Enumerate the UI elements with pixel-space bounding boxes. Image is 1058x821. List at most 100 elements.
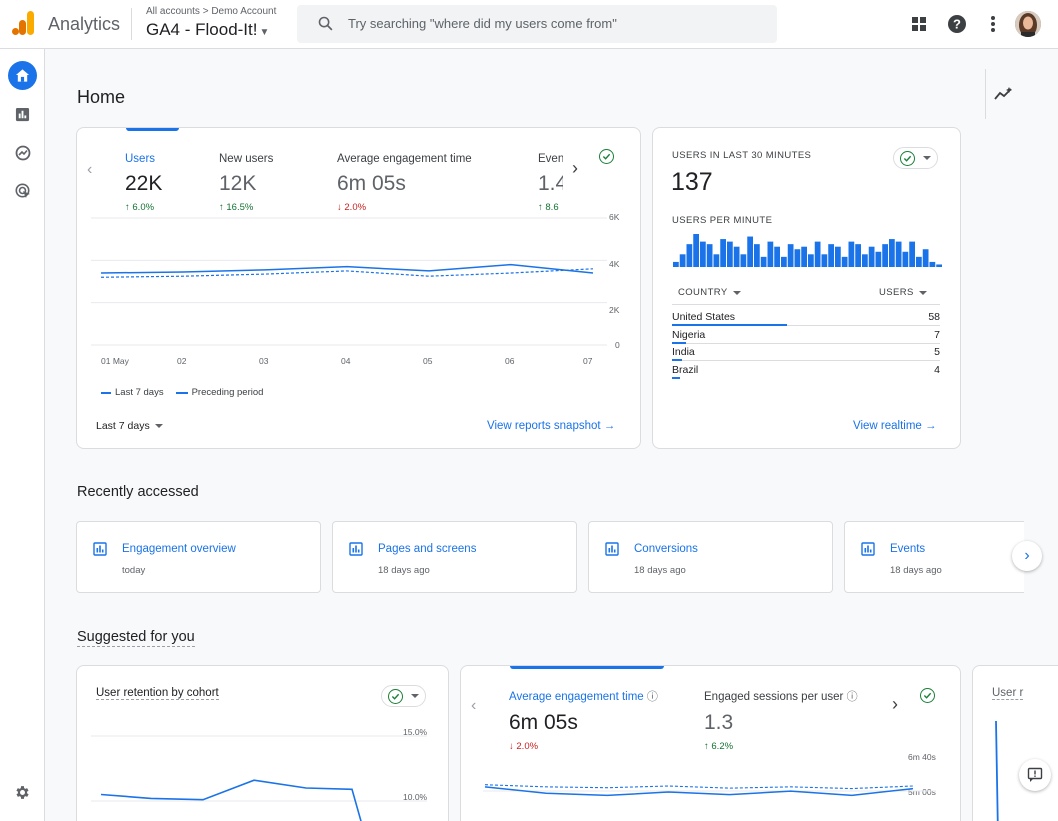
country-column-header[interactable]: COUNTRY [678,287,741,298]
recent-next-button[interactable]: › [1012,541,1042,571]
bar[interactable] [679,254,686,267]
data-quality-status[interactable] [920,688,935,703]
date-range-dropdown[interactable]: Last 7 days [96,420,163,432]
help-outline-icon[interactable]: ⓘ [646,691,658,703]
retention-title[interactable]: User retention by cohort [96,687,219,700]
metric-new-users[interactable]: New users 12K ↑ 16.5% [219,153,274,213]
bar[interactable] [909,241,915,267]
bar[interactable] [693,234,699,267]
third-card-title[interactable]: User r [992,687,1024,700]
bar[interactable] [727,241,733,267]
prev-metrics-chevron-icon[interactable]: ‹ [471,697,477,714]
metric-users[interactable]: Users 22K ↑ 6.0% [125,153,163,213]
bar[interactable] [875,251,882,267]
xtick-label: 05 [423,356,433,366]
bar[interactable] [828,244,834,267]
explore-icon [15,145,30,160]
view-realtime-link[interactable]: View realtime → [853,420,937,432]
bar[interactable] [767,241,774,267]
bar[interactable] [787,244,794,267]
more-vert-icon[interactable] [983,14,1003,34]
next-metrics-chevron-icon[interactable]: › [572,158,578,178]
data-quality-status[interactable] [599,149,614,164]
report-icon [605,542,619,556]
bar[interactable] [821,254,828,267]
bar[interactable] [922,249,929,267]
metric-avg-engagement-time[interactable]: Average engagement time 6m 05s ↓ 2.0% [337,153,472,213]
account-breadcrumb[interactable]: All accounts > Demo Account [146,6,277,17]
property-selector[interactable]: GA4 - Flood-It! ▼ [146,20,269,40]
realtime-status-dropdown[interactable] [893,147,938,169]
bar[interactable] [801,246,807,267]
recent-card-conversions[interactable]: Conversions 18 days ago [588,521,833,593]
overview-line-chart [91,217,607,346]
users-column-header[interactable]: USERS [879,287,927,298]
insights-icon[interactable] [994,86,1014,102]
check-circle-icon [920,688,935,703]
next-metrics-chevron-icon[interactable]: › [892,694,898,714]
bar[interactable] [747,236,753,267]
suggested-title[interactable]: Suggested for you [77,629,195,647]
recent-card-engagement-overview[interactable]: Engagement overview today [76,521,321,593]
bar[interactable] [760,256,767,267]
overview-card: ‹ Users 22K ↑ 6.0% New users 12K ↑ 16.5%… [76,127,641,449]
help-icon[interactable]: ? [947,14,967,34]
bar[interactable] [855,244,861,267]
metric-avg-engagement-time[interactable]: Average engagement time ⓘ 6m 05s ↓ 2.0% [509,691,658,752]
prev-metrics-chevron-icon[interactable]: ‹ [87,161,93,178]
nav-reports[interactable] [8,100,37,129]
analytics-logo-icon[interactable] [12,11,34,35]
series-line [100,268,594,278]
bar[interactable] [781,256,787,267]
bar[interactable] [848,241,855,267]
bar[interactable] [713,254,720,267]
bar[interactable] [916,256,922,267]
bar[interactable] [902,251,909,267]
arrow-right-icon: → [925,420,937,432]
bar[interactable] [841,256,848,267]
bar[interactable] [882,244,888,267]
view-reports-snapshot-link[interactable]: View reports snapshot → [487,420,616,432]
bar[interactable] [862,254,868,267]
metric-events[interactable]: Even 1.4 ↑ 8.6 [538,153,563,213]
engagement-card: ‹ Average engagement time ⓘ 6m 05s ↓ 2.0… [460,665,961,821]
bar[interactable] [814,241,821,267]
bar[interactable] [895,241,902,267]
bar[interactable] [929,261,936,267]
nav-advertising[interactable] [8,176,37,205]
nav-explore[interactable] [8,138,37,167]
bar[interactable] [794,249,801,267]
bar[interactable] [686,244,693,267]
top-app-bar: Analytics All accounts > Demo Account GA… [0,0,1058,49]
recent-card-pages-and-screens[interactable]: Pages and screens 18 days ago [332,521,577,593]
bar[interactable] [868,246,875,267]
nav-home[interactable] [8,61,37,90]
legend-current: Last 7 days [115,387,164,398]
nav-admin[interactable] [8,778,37,807]
bar[interactable] [835,246,841,267]
bar[interactable] [936,264,942,267]
bar[interactable] [673,261,679,267]
avatar[interactable] [1015,11,1041,37]
bar[interactable] [754,244,760,267]
bar[interactable] [706,244,713,267]
recent-card-events[interactable]: Events 18 days ago [844,521,1024,593]
help-outline-icon[interactable]: ⓘ [846,691,858,703]
bar[interactable] [700,241,706,267]
bar[interactable] [733,246,740,267]
apps-grid-icon[interactable] [909,14,929,34]
retention-status-dropdown[interactable] [381,685,426,707]
feedback-button[interactable] [1019,759,1051,791]
home-icon [15,69,30,82]
bar[interactable] [889,239,895,267]
retention-line-chart [91,735,427,821]
country-share-bar [672,359,682,361]
bar[interactable] [774,246,780,267]
search-bar[interactable]: Try searching "where did my users come f… [297,5,777,43]
bar[interactable] [720,239,726,267]
avatar-image-icon [1015,11,1041,37]
ytick-label: 10.0% [403,792,428,802]
bar[interactable] [740,254,747,267]
bar[interactable] [808,254,814,267]
metric-engaged-sessions-per-user[interactable]: Engaged sessions per user ⓘ 1.3 ↑ 6.2% [704,691,858,752]
